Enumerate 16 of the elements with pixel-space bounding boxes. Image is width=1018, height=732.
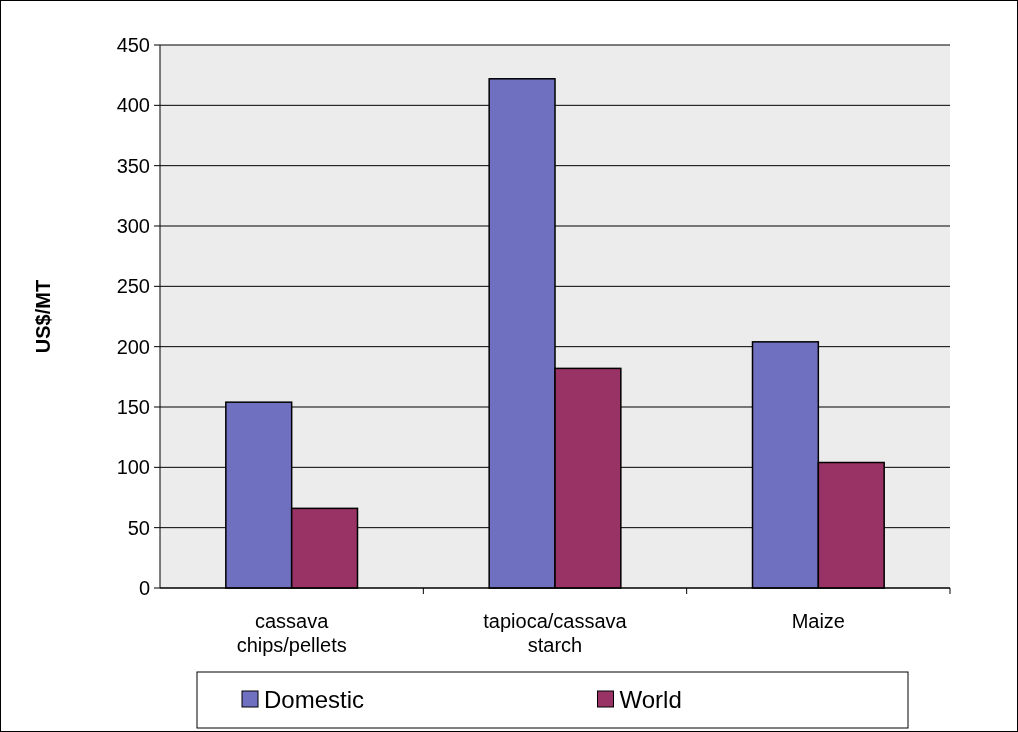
y-tick-label: 100 bbox=[116, 456, 150, 479]
y-tick-label: 150 bbox=[116, 396, 150, 418]
y-tick-label: 200 bbox=[116, 335, 150, 358]
y-tick-label: 50 bbox=[127, 516, 150, 539]
x-tick-label: cassava chips/pellets bbox=[236, 610, 347, 656]
x-tick-label: tapioca/cassava starch bbox=[483, 610, 628, 656]
y-tick-label: 250 bbox=[116, 275, 150, 298]
y-tick-label: 400 bbox=[116, 94, 150, 117]
legend-label: World bbox=[619, 686, 682, 714]
y-tick-label: 350 bbox=[116, 154, 150, 177]
y-axis-title: US$/MT bbox=[32, 279, 54, 354]
legend-label: Domestic bbox=[264, 686, 365, 714]
y-tick-label: 300 bbox=[116, 215, 150, 237]
y-tick-label: 0 bbox=[138, 577, 150, 599]
y-tick-label: 450 bbox=[116, 34, 150, 56]
x-tick-label: Maize bbox=[791, 610, 846, 632]
